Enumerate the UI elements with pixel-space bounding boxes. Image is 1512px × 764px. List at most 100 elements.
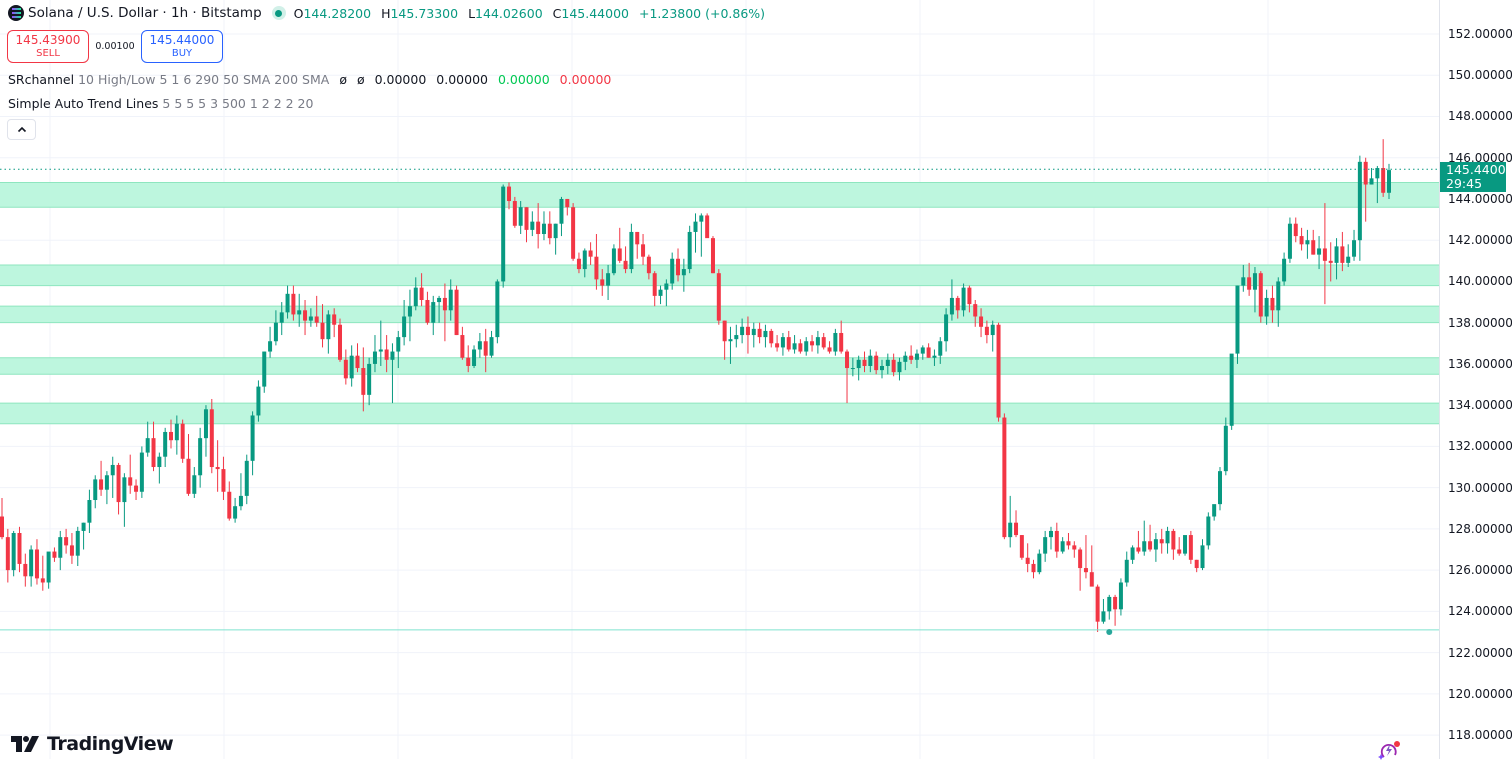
candle — [227, 481, 232, 521]
candle-body — [512, 201, 517, 226]
candle — [40, 555, 45, 591]
candle-body — [1357, 161, 1362, 241]
candle-body — [1206, 516, 1211, 546]
candle-body — [1066, 541, 1071, 546]
tradingview-logo-icon — [11, 736, 39, 752]
candle-body — [885, 359, 890, 366]
tradingview-logo[interactable]: TradingView — [11, 733, 174, 755]
candle-body — [559, 198, 564, 224]
candle — [1311, 229, 1316, 255]
price-axis-tick: 118.00000 — [1448, 728, 1512, 743]
candle — [1025, 543, 1030, 573]
candle — [93, 475, 98, 509]
candle — [1078, 547, 1083, 591]
candle-body — [157, 456, 162, 468]
price-axis[interactable]: 152.00000 150.00000 148.00000 146.00000 144.… — [1439, 0, 1512, 759]
price-axis-tick: 134.00000 — [1448, 398, 1512, 413]
candle — [285, 285, 290, 319]
candle — [151, 421, 156, 472]
candle — [1183, 535, 1188, 556]
indicator-srchannel[interactable]: SRchannel 10 High/Low 5 1 6 290 50 SMA 2… — [8, 72, 611, 87]
candle — [1194, 559, 1199, 573]
candle-body — [1054, 530, 1059, 552]
candle-body — [757, 328, 762, 338]
candle — [1113, 594, 1118, 626]
chart-grid — [0, 0, 1439, 759]
candle-body — [69, 545, 74, 556]
indicator-auto-trend-lines[interactable]: Simple Auto Trend Lines 5 5 5 5 3 500 1 … — [8, 96, 313, 111]
candle-body — [1247, 277, 1252, 290]
chart-canvas[interactable] — [0, 0, 1439, 759]
candle — [1270, 285, 1275, 323]
candle — [198, 427, 203, 488]
candle-body — [1142, 541, 1147, 552]
candle-body — [122, 477, 127, 503]
candle — [238, 473, 243, 511]
candle — [1322, 203, 1327, 305]
candle-body — [1258, 273, 1263, 317]
candle-body — [139, 452, 144, 492]
candle — [75, 526, 80, 566]
candle-body — [390, 351, 395, 360]
candle-body — [203, 409, 208, 439]
buy-price: 145.44000 — [149, 32, 215, 47]
candle — [1334, 238, 1339, 280]
candle — [250, 411, 255, 476]
candle-body — [524, 207, 529, 230]
candle — [361, 347, 366, 412]
candle-body — [769, 330, 774, 344]
candle-body — [1334, 246, 1339, 263]
candle-body — [874, 355, 879, 371]
price-axis-tick: 126.00000 — [1448, 563, 1512, 578]
candle — [145, 421, 150, 457]
candle-body — [792, 343, 797, 350]
candle — [909, 345, 914, 364]
candle-body — [169, 431, 174, 441]
candle-body — [1317, 248, 1322, 255]
candle — [308, 308, 313, 327]
candle — [821, 332, 826, 350]
candle — [1072, 541, 1077, 558]
candle-body — [110, 464, 115, 476]
candle — [1008, 495, 1013, 548]
candle — [769, 328, 774, 348]
buy-button[interactable]: 145.44000 BUY — [141, 30, 223, 63]
candle-body — [979, 316, 984, 327]
candle-body — [547, 223, 552, 239]
candle — [676, 248, 681, 282]
candle — [58, 530, 63, 571]
change-value: +1.23800 (+0.86%) — [638, 5, 766, 21]
collapse-legend-button[interactable] — [7, 119, 36, 140]
candle — [629, 223, 634, 274]
candle — [1217, 467, 1222, 511]
candle — [1014, 510, 1019, 538]
candle-body — [87, 500, 92, 523]
candle — [955, 295, 960, 319]
symbol-title[interactable]: Solana / U.S. Dollar · 1h · Bitstamp — [28, 5, 262, 21]
candle-body — [856, 359, 861, 369]
sell-button[interactable]: 145.43900 SELL — [7, 30, 89, 63]
candle — [1019, 535, 1024, 560]
candle — [1282, 252, 1287, 286]
candle-body — [477, 341, 482, 350]
candle — [64, 528, 69, 554]
candle — [617, 227, 622, 263]
candle-body — [320, 322, 325, 340]
candle — [728, 326, 733, 364]
spread-value: 0.00100 — [95, 41, 135, 52]
sr-band — [0, 182, 1439, 208]
market-status-icon[interactable] — [271, 6, 286, 20]
candle-body — [93, 479, 98, 501]
candle-body — [0, 516, 4, 538]
candle — [681, 258, 686, 292]
candle — [1287, 217, 1292, 263]
candle — [938, 337, 943, 364]
candle — [1066, 533, 1071, 550]
assistant-button[interactable] — [1376, 740, 1402, 764]
candle — [1171, 528, 1176, 560]
candle-body — [285, 293, 290, 313]
candle-body — [571, 207, 576, 259]
candle-body — [297, 310, 302, 315]
candle-body — [81, 522, 86, 531]
candle — [670, 252, 675, 290]
